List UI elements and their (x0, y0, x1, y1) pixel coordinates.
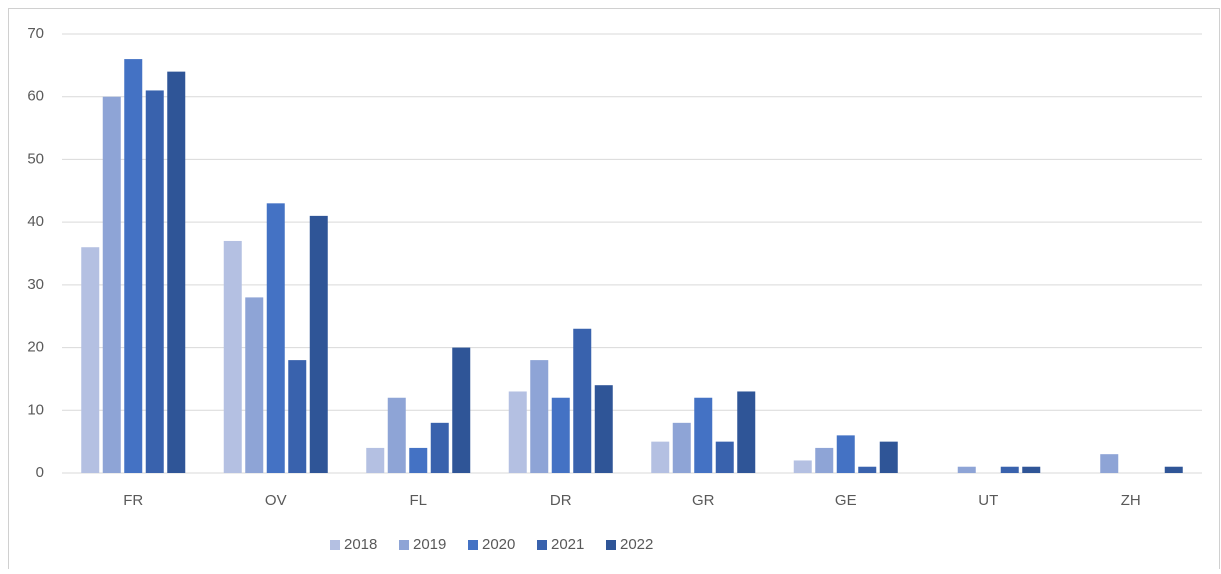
bar (530, 360, 549, 473)
bar (508, 391, 527, 473)
x-tick-label: FR (123, 492, 143, 509)
legend-label: 2019 (413, 536, 446, 553)
bar (715, 441, 734, 473)
bar (409, 447, 428, 473)
bar (387, 397, 406, 473)
bar (452, 347, 471, 473)
bar (366, 447, 385, 473)
bar (737, 391, 756, 473)
legend-swatch (399, 540, 409, 550)
chart-frame (8, 8, 1220, 574)
legend-swatch (468, 540, 478, 550)
legend-label: 2022 (620, 536, 653, 553)
bar (594, 385, 613, 473)
bar (858, 466, 877, 473)
bar (573, 328, 592, 473)
bar (551, 397, 570, 473)
bar (694, 397, 713, 473)
bar (651, 441, 670, 473)
bar (266, 203, 285, 474)
bar (124, 59, 143, 473)
x-tick-label: GR (692, 492, 715, 509)
x-tick-label: OV (265, 492, 287, 509)
y-tick-label: 40 (27, 213, 44, 230)
x-tick-label: GE (835, 492, 857, 509)
bar (430, 422, 449, 473)
bar (81, 247, 100, 473)
bar (245, 297, 264, 473)
bar (102, 96, 121, 473)
legend-swatch (330, 540, 340, 550)
bar (1100, 454, 1119, 473)
y-tick-label: 0 (36, 464, 44, 481)
legend-swatch (606, 540, 616, 550)
bar (836, 435, 855, 473)
y-tick-label: 50 (27, 150, 44, 167)
bar (1164, 466, 1183, 473)
bar (1022, 466, 1041, 473)
y-tick-label: 10 (27, 401, 44, 418)
x-tick-label: UT (978, 492, 998, 509)
bar (815, 447, 834, 473)
bar (879, 441, 898, 473)
y-tick-label: 70 (27, 25, 44, 42)
bar (145, 90, 164, 473)
legend-swatch (537, 540, 547, 550)
bar (957, 466, 976, 473)
bar (672, 422, 691, 473)
y-tick-label: 20 (27, 339, 44, 356)
bar (288, 360, 307, 473)
x-tick-label: ZH (1121, 492, 1141, 509)
x-tick-label: FL (409, 492, 427, 509)
legend-label: 2021 (551, 536, 584, 553)
bar (309, 215, 328, 473)
legend-label: 2018 (344, 536, 377, 553)
y-tick-label: 60 (27, 88, 44, 105)
bar (793, 460, 812, 473)
legend-label: 2020 (482, 536, 515, 553)
bar (223, 240, 242, 473)
bar (1000, 466, 1019, 473)
bar (167, 71, 186, 473)
x-tick-label: DR (550, 492, 572, 509)
y-tick-label: 30 (27, 276, 44, 293)
